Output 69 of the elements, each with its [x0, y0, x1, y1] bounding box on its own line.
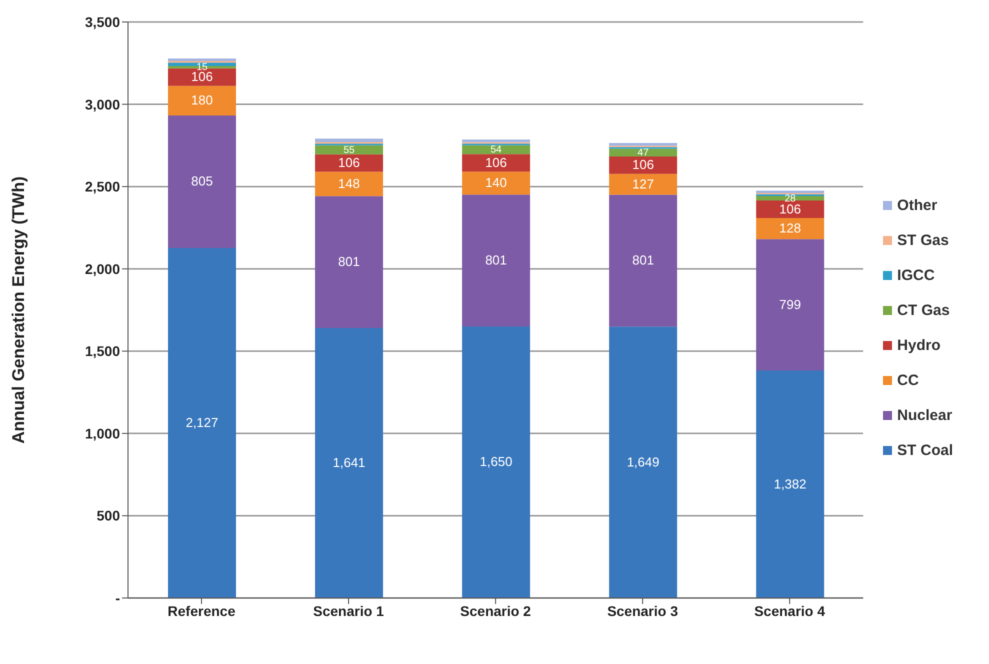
bar — [609, 148, 678, 156]
bar — [756, 218, 824, 240]
bar — [462, 140, 530, 142]
data-label: 801 — [338, 254, 360, 270]
data-label: 799 — [779, 296, 801, 312]
data-label: 801 — [485, 252, 507, 268]
x-tick-label: Scenario 4 — [754, 602, 826, 619]
bar — [315, 196, 384, 328]
data-label: 2,127 — [186, 414, 218, 430]
y-tick-label: 2,500 — [84, 178, 120, 195]
y-tick-label: 1,000 — [84, 425, 120, 442]
y-tick-label: 3,500 — [84, 14, 120, 30]
bar — [315, 138, 384, 142]
bar — [168, 115, 236, 248]
y-tick-label: - — [115, 590, 120, 606]
data-label: 128 — [779, 220, 801, 236]
legend-label: Nuclear — [897, 407, 952, 424]
y-tick-label: 2,000 — [84, 260, 120, 277]
bar — [609, 174, 678, 195]
data-label: 180 — [191, 92, 213, 108]
data-label: 54 — [490, 144, 502, 156]
x-tick-label: Reference — [168, 602, 236, 619]
legend-label: ST Coal — [897, 442, 953, 459]
bar — [168, 248, 236, 598]
data-label: 1,650 — [480, 454, 512, 470]
bar — [462, 194, 530, 326]
data-label: 127 — [632, 176, 654, 192]
data-label: 55 — [343, 144, 356, 156]
data-label: 47 — [638, 148, 650, 159]
y-tick-label: 1,500 — [84, 343, 120, 360]
x-tick-label: Scenario 3 — [607, 602, 678, 619]
bar — [168, 58, 236, 62]
legend-label: ST Gas — [897, 232, 949, 249]
data-label: 106 — [779, 201, 801, 216]
bar — [315, 328, 384, 598]
bar — [609, 156, 678, 174]
bar — [756, 370, 824, 598]
x-tick-label: Scenario 2 — [460, 602, 532, 619]
legend-label: Other — [897, 197, 938, 214]
data-label: 1,382 — [774, 476, 806, 492]
data-label: 140 — [485, 175, 507, 190]
legend-label: CT Gas — [897, 302, 950, 319]
bar — [168, 86, 236, 116]
bar — [756, 200, 824, 218]
data-label: 801 — [632, 252, 654, 268]
data-label: 1,649 — [626, 454, 660, 470]
bar — [462, 326, 530, 598]
bar — [462, 154, 530, 172]
y-tick-label: 500 — [96, 508, 120, 524]
y-axis-title: Annual Generation Energy (TWh) — [9, 176, 28, 444]
data-label: 805 — [191, 174, 213, 189]
data-label: 106 — [485, 154, 507, 170]
bar — [315, 172, 384, 196]
data-label: 106 — [338, 155, 360, 170]
bar — [756, 239, 824, 371]
bar — [609, 194, 678, 327]
data-label: 1,641 — [332, 454, 366, 470]
legend-label: IGCC — [897, 267, 935, 284]
bar — [609, 326, 678, 598]
y-tick-label: 3,000 — [84, 96, 120, 112]
bar — [315, 145, 384, 154]
x-tick-label: Scenario 1 — [313, 602, 384, 619]
legend-label: Hydro — [897, 337, 940, 354]
legend-label: CC — [897, 372, 919, 389]
bar — [609, 142, 678, 146]
bar — [462, 172, 530, 195]
bar — [315, 154, 384, 172]
data-label: 148 — [338, 176, 360, 191]
data-label: 106 — [632, 157, 654, 172]
